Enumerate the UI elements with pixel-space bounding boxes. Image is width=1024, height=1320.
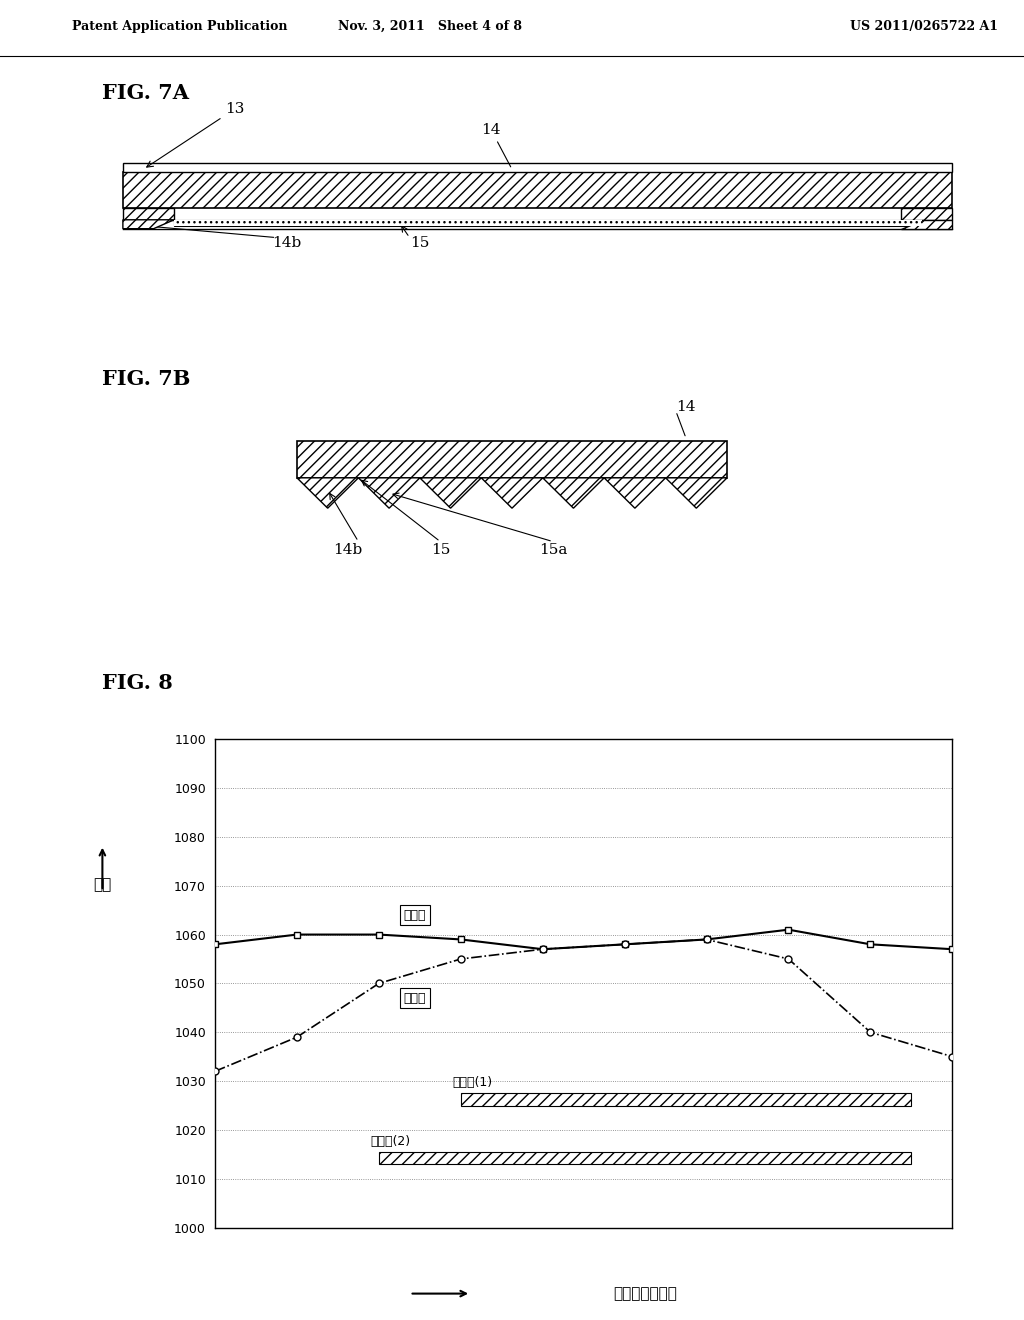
- Bar: [174, 219, 922, 226]
- Text: 温度: 温度: [93, 876, 112, 892]
- Text: 14: 14: [676, 400, 695, 414]
- Text: 比較例: 比較例: [403, 991, 426, 1005]
- Text: FIG. 7B: FIG. 7B: [102, 368, 190, 388]
- Polygon shape: [123, 219, 174, 228]
- Polygon shape: [901, 209, 952, 219]
- Text: 14b: 14b: [334, 543, 362, 557]
- Text: 15a: 15a: [539, 543, 567, 557]
- Text: ウェハ(1): ウェハ(1): [453, 1076, 493, 1089]
- Text: 15: 15: [431, 543, 450, 557]
- Bar: [123, 164, 952, 172]
- Polygon shape: [543, 478, 604, 508]
- Text: FIG. 7A: FIG. 7A: [102, 83, 189, 103]
- Text: US 2011/0265722 A1: US 2011/0265722 A1: [850, 20, 998, 33]
- Polygon shape: [297, 478, 358, 508]
- Polygon shape: [901, 219, 952, 228]
- Bar: [379, 1152, 911, 1164]
- Bar: [174, 219, 922, 226]
- Text: Nov. 3, 2011   Sheet 4 of 8: Nov. 3, 2011 Sheet 4 of 8: [338, 20, 522, 33]
- Text: ウェハ(2): ウェハ(2): [371, 1135, 411, 1148]
- Text: Patent Application Publication: Patent Application Publication: [72, 20, 287, 33]
- Bar: [297, 441, 727, 478]
- Text: 15: 15: [411, 235, 429, 249]
- Polygon shape: [358, 478, 420, 508]
- Polygon shape: [420, 478, 481, 508]
- Text: 実施例: 実施例: [403, 908, 426, 921]
- Text: 中心からの距離: 中心からの距離: [613, 1286, 677, 1302]
- Polygon shape: [604, 478, 666, 508]
- Text: FIG. 8: FIG. 8: [102, 673, 173, 693]
- Polygon shape: [481, 478, 543, 508]
- Bar: [123, 173, 952, 209]
- Text: 14: 14: [481, 123, 511, 166]
- Polygon shape: [123, 209, 174, 219]
- Text: 13: 13: [146, 102, 245, 168]
- Polygon shape: [666, 478, 727, 508]
- Text: 14b: 14b: [272, 235, 301, 249]
- Bar: [461, 1093, 911, 1106]
